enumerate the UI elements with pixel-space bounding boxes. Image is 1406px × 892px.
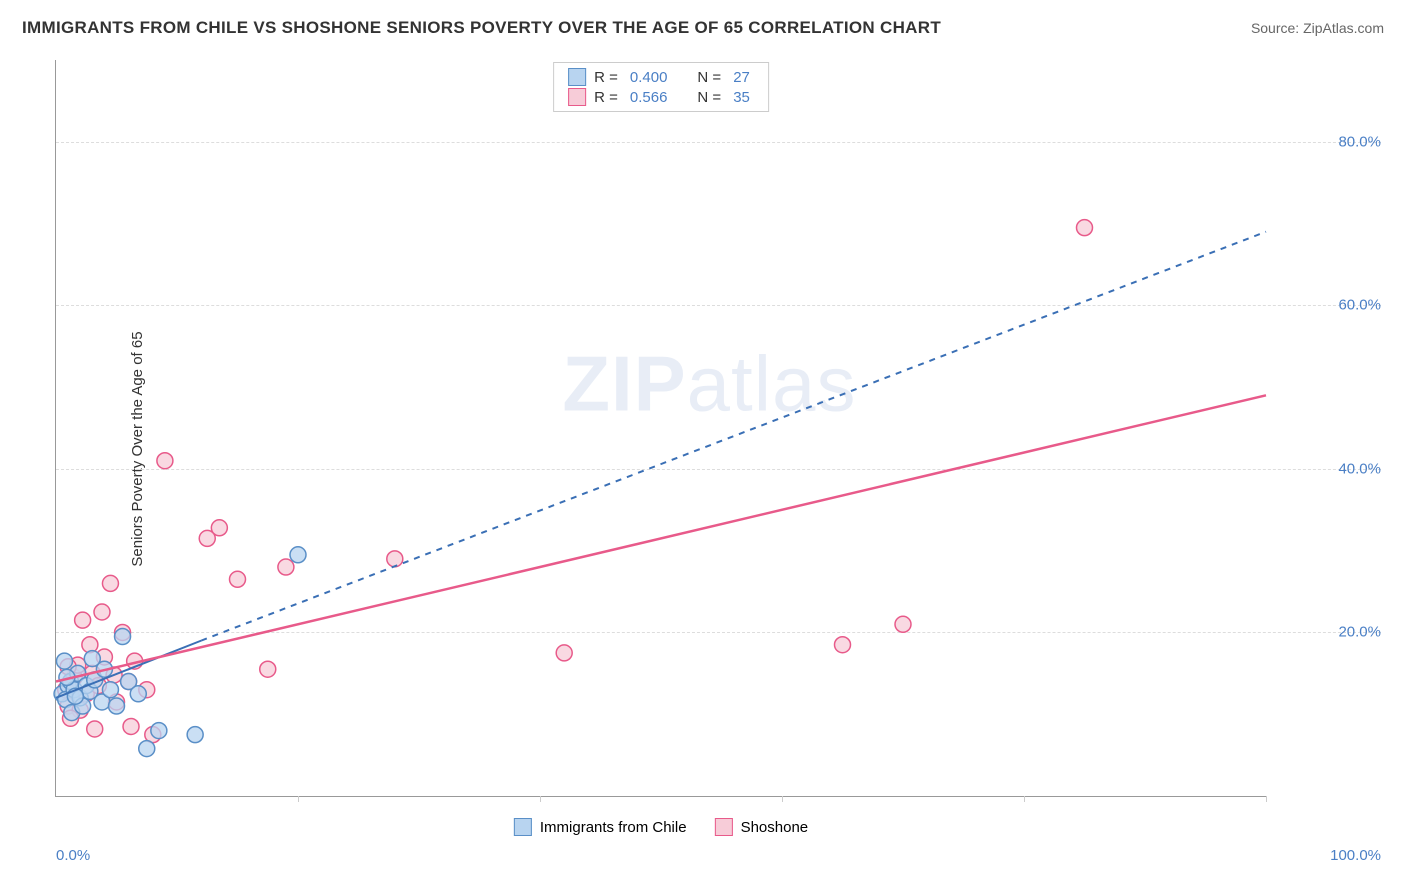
n-value-shoshone: 35 bbox=[733, 89, 750, 106]
r-value-chile: 0.400 bbox=[630, 69, 668, 86]
swatch-shoshone-icon bbox=[715, 818, 733, 836]
chart-area: Seniors Poverty Over the Age of 65 R = 0… bbox=[55, 60, 1381, 837]
n-value-chile: 27 bbox=[733, 69, 750, 86]
r-label: R = bbox=[594, 89, 618, 106]
scatter-svg bbox=[56, 60, 1266, 796]
swatch-shoshone-icon bbox=[568, 88, 586, 106]
r-label: R = bbox=[594, 69, 618, 86]
x-tick bbox=[1024, 796, 1025, 802]
legend-correlation: R = 0.400 N = 27 R = 0.566 N = 35 bbox=[553, 62, 769, 112]
legend-label-chile: Immigrants from Chile bbox=[540, 819, 687, 836]
legend-label-shoshone: Shoshone bbox=[741, 819, 809, 836]
x-tick bbox=[1266, 796, 1267, 802]
header: IMMIGRANTS FROM CHILE VS SHOSHONE SENIOR… bbox=[22, 18, 1384, 38]
legend-item-chile: Immigrants from Chile bbox=[514, 818, 687, 836]
x-tick bbox=[540, 796, 541, 802]
n-label: N = bbox=[697, 69, 721, 86]
x-tick bbox=[782, 796, 783, 802]
y-tick-label: 80.0% bbox=[1276, 133, 1381, 150]
x-tick-max: 100.0% bbox=[1330, 847, 1381, 864]
legend-row-chile: R = 0.400 N = 27 bbox=[568, 67, 754, 87]
n-label: N = bbox=[697, 89, 721, 106]
swatch-chile-icon bbox=[514, 818, 532, 836]
x-tick-min: 0.0% bbox=[56, 847, 90, 864]
legend-series: Immigrants from Chile Shoshone bbox=[514, 818, 808, 836]
chart-title: IMMIGRANTS FROM CHILE VS SHOSHONE SENIOR… bbox=[22, 18, 941, 38]
y-tick-label: 60.0% bbox=[1276, 297, 1381, 314]
legend-row-shoshone: R = 0.566 N = 35 bbox=[568, 87, 754, 107]
chart-container: IMMIGRANTS FROM CHILE VS SHOSHONE SENIOR… bbox=[0, 0, 1406, 892]
plot-region: R = 0.400 N = 27 R = 0.566 N = 35 ZIPatl… bbox=[55, 60, 1266, 797]
source-label: Source: ZipAtlas.com bbox=[1251, 20, 1384, 36]
y-tick-label: 20.0% bbox=[1276, 624, 1381, 641]
legend-item-shoshone: Shoshone bbox=[715, 818, 809, 836]
r-value-shoshone: 0.566 bbox=[630, 89, 668, 106]
swatch-chile-icon bbox=[568, 68, 586, 86]
x-tick bbox=[298, 796, 299, 802]
y-tick-label: 40.0% bbox=[1276, 460, 1381, 477]
